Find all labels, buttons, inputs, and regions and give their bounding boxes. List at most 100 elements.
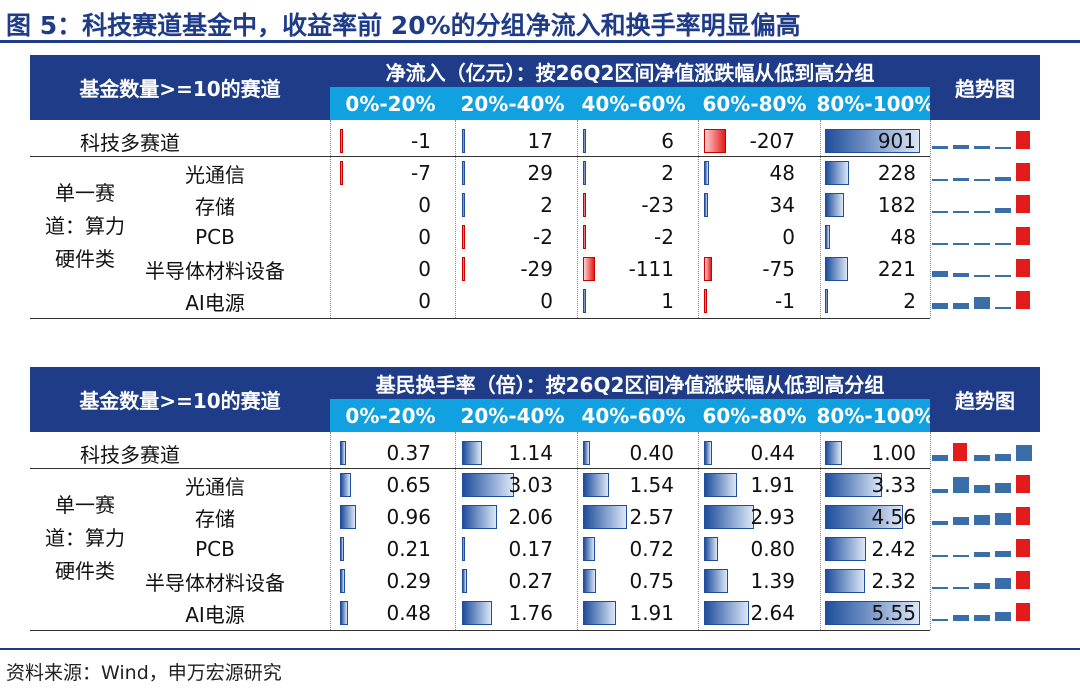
table-cell: -75 (762, 257, 795, 281)
column-divider (698, 432, 699, 630)
row-label: PCB (195, 537, 235, 561)
trend-mark (953, 178, 969, 181)
table-cell: 901 (877, 129, 916, 153)
table-cell: -1 (775, 289, 795, 313)
trend-mark (1016, 571, 1030, 589)
column-divider (930, 432, 931, 630)
row-label: 存储 (195, 506, 235, 531)
data-bar (825, 225, 830, 249)
data-bar (462, 193, 465, 217)
corner-header: 基金数量>=10的赛道 (30, 55, 330, 120)
data-bar (340, 161, 343, 185)
group-header: 60%-80% (702, 91, 807, 116)
data-bar (825, 289, 828, 313)
row-label: 半导体材料设备 (145, 258, 285, 283)
data-bar (340, 569, 345, 593)
group-label-line: 道：算力 (45, 214, 125, 238)
trend-mark (953, 517, 969, 525)
trend-mark (1016, 445, 1032, 461)
table-cell: 1.91 (750, 473, 795, 497)
trend-mark (932, 179, 948, 181)
table-cell: -29 (520, 257, 553, 281)
group-header: 20%-40% (460, 403, 565, 428)
trend-mark (995, 177, 1011, 181)
table-cell: 1.00 (871, 441, 916, 465)
table-cell: 17 (527, 129, 553, 153)
corner-header: 基金数量>=10的赛道 (30, 367, 330, 432)
table-cell: -2 (533, 225, 553, 249)
data-bar (704, 257, 712, 281)
data-bar (340, 505, 356, 529)
table-cell: 5.55 (871, 601, 916, 625)
trend-mark (1016, 163, 1030, 181)
table-cell: 1.54 (629, 473, 674, 497)
data-bar (340, 537, 344, 561)
table-cell: 0.44 (750, 441, 795, 465)
data-bar (825, 257, 848, 281)
table-cell: 2.57 (629, 505, 674, 529)
table-cell: 29 (527, 161, 553, 185)
column-divider (330, 120, 331, 318)
column-divider (930, 120, 931, 318)
table-cell: 2.32 (871, 569, 916, 593)
trend-mark (932, 455, 948, 461)
data-bar (462, 473, 514, 497)
table-cell: 0.21 (386, 537, 431, 561)
table-cell: -2 (654, 225, 674, 249)
trend-mark (953, 477, 969, 493)
table-cell: 0 (418, 289, 431, 313)
trend-mark (995, 578, 1011, 589)
group-header-band (330, 399, 930, 432)
group-header: 0%-20% (345, 403, 436, 428)
table-cell: 2.42 (871, 537, 916, 561)
data-bar (462, 537, 465, 561)
data-bar (825, 537, 866, 561)
data-bar (462, 601, 492, 625)
data-bar (340, 601, 348, 625)
trend-mark (932, 303, 948, 309)
trend-mark (932, 521, 948, 525)
data-bar (462, 257, 465, 281)
data-bar (583, 161, 586, 185)
data-bar (462, 129, 465, 153)
table-cell: 1.76 (508, 601, 553, 625)
trend-mark (953, 211, 969, 213)
data-bar (462, 161, 465, 185)
table-cell: 1.14 (508, 441, 553, 465)
table-cell: 182 (877, 193, 916, 217)
data-bar (825, 193, 844, 217)
table-cell: 0 (540, 289, 553, 313)
group-label: 单一赛 道：算力 硬件类 (30, 177, 140, 276)
data-bar (704, 161, 709, 185)
data-bar (825, 161, 849, 185)
trend-mark (1016, 227, 1030, 245)
trend-mark (1016, 131, 1030, 149)
trend-mark (1016, 291, 1030, 309)
trend-mark (953, 555, 969, 557)
group-header: 80%-100% (816, 91, 935, 116)
table-cell: 0 (782, 225, 795, 249)
trend-mark (995, 612, 1011, 621)
row-label: AI电源 (185, 290, 245, 315)
table-cell: 0.72 (629, 537, 674, 561)
table-cell: -7 (411, 161, 431, 185)
trend-mark (932, 211, 948, 213)
group-header: 40%-60% (581, 91, 686, 116)
data-bar (340, 441, 346, 465)
data-bar (462, 441, 482, 465)
trend-mark (932, 243, 948, 245)
trend-mark (974, 179, 990, 181)
trend-mark (995, 243, 1011, 245)
trend-mark (974, 297, 990, 309)
table-cell: 1.39 (750, 569, 795, 593)
column-divider (820, 120, 821, 318)
table-cell: 4.56 (871, 505, 916, 529)
trend-mark (995, 551, 1011, 557)
group-label: 单一赛 道：算力 硬件类 (30, 489, 140, 588)
trend-mark (974, 515, 990, 525)
table-cell: 2 (661, 161, 674, 185)
trend-mark (974, 485, 990, 493)
data-bar (583, 505, 627, 529)
row-rule (30, 318, 930, 319)
data-bar (704, 473, 737, 497)
